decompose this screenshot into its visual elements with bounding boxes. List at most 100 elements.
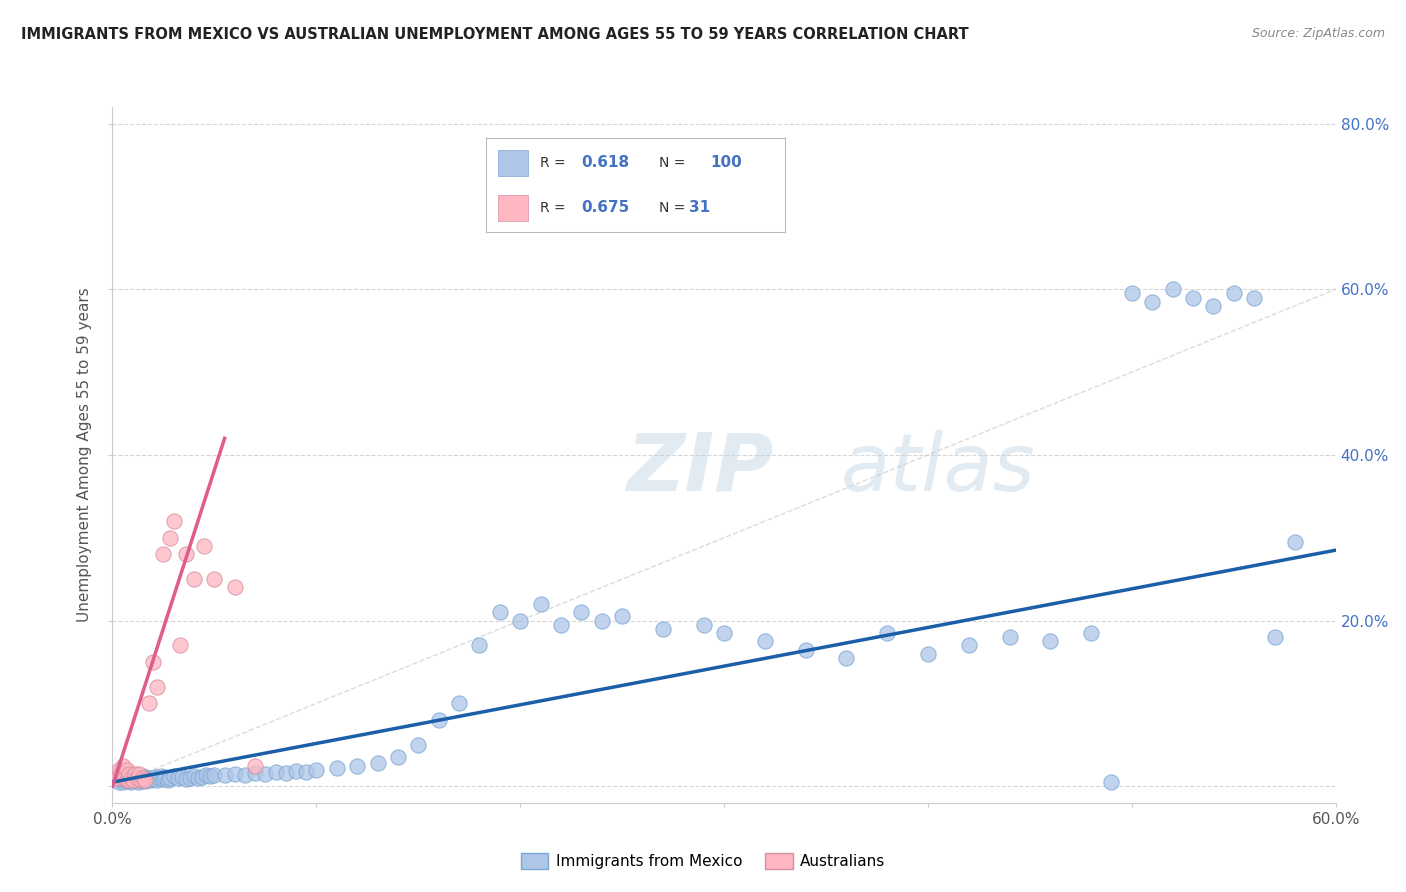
- Point: [111, 758, 134, 772]
- Point: [146, 772, 169, 787]
- Point: [111, 769, 134, 783]
- Point: [195, 768, 218, 782]
- Point: [120, 775, 142, 789]
- Point: [264, 765, 287, 780]
- Point: [387, 750, 409, 764]
- Bar: [498, 194, 527, 221]
- Point: [170, 770, 193, 784]
- Point: [917, 647, 939, 661]
- Point: [1243, 291, 1265, 305]
- Point: [143, 770, 166, 784]
- Point: [1284, 534, 1306, 549]
- Point: [652, 622, 675, 636]
- Point: [427, 713, 450, 727]
- Point: [159, 531, 181, 545]
- Point: [148, 771, 170, 785]
- Text: 0.618: 0.618: [582, 155, 630, 170]
- Point: [179, 771, 201, 785]
- Point: [146, 680, 169, 694]
- Point: [835, 651, 858, 665]
- Point: [138, 697, 160, 711]
- Point: [124, 772, 146, 787]
- Point: [468, 639, 491, 653]
- Point: [163, 769, 186, 783]
- Point: [110, 766, 132, 781]
- Point: [125, 771, 148, 785]
- Point: [214, 768, 236, 782]
- Point: [204, 572, 226, 586]
- Point: [794, 642, 817, 657]
- Text: Source: ZipAtlas.com: Source: ZipAtlas.com: [1251, 27, 1385, 40]
- Point: [134, 771, 156, 785]
- Point: [591, 614, 613, 628]
- Text: 100: 100: [710, 155, 742, 170]
- Point: [233, 767, 256, 781]
- Point: [284, 764, 308, 779]
- Point: [125, 774, 148, 789]
- Point: [754, 634, 776, 648]
- Text: 0.675: 0.675: [582, 201, 630, 215]
- Point: [118, 771, 141, 785]
- Point: [105, 771, 128, 785]
- Point: [1264, 630, 1286, 644]
- Point: [254, 766, 277, 781]
- Point: [125, 771, 148, 785]
- Point: [110, 772, 132, 787]
- Point: [509, 614, 531, 628]
- Point: [274, 766, 297, 780]
- Point: [134, 774, 156, 789]
- Text: IMMIGRANTS FROM MEXICO VS AUSTRALIAN UNEMPLOYMENT AMONG AGES 55 TO 59 YEARS CORR: IMMIGRANTS FROM MEXICO VS AUSTRALIAN UNE…: [21, 27, 969, 42]
- Point: [200, 769, 222, 783]
- Point: [120, 772, 142, 787]
- Point: [1202, 299, 1225, 313]
- Point: [876, 626, 898, 640]
- Point: [346, 758, 368, 772]
- Point: [224, 581, 246, 595]
- Point: [122, 771, 145, 785]
- Point: [610, 609, 633, 624]
- Point: [118, 766, 141, 781]
- Point: [1121, 286, 1143, 301]
- Point: [183, 769, 205, 783]
- Point: [204, 767, 226, 781]
- Point: [183, 572, 205, 586]
- Text: R =: R =: [540, 156, 569, 169]
- Point: [114, 771, 136, 785]
- Point: [163, 514, 186, 528]
- Point: [141, 773, 163, 788]
- Text: N =: N =: [659, 156, 690, 169]
- Point: [957, 639, 980, 653]
- Point: [105, 771, 128, 785]
- Point: [366, 756, 388, 770]
- Point: [107, 763, 129, 777]
- Point: [550, 617, 572, 632]
- Point: [128, 775, 150, 789]
- Point: [107, 766, 129, 781]
- Point: [129, 773, 152, 788]
- Point: [122, 773, 145, 788]
- Point: [150, 769, 173, 783]
- Point: [447, 697, 470, 711]
- Point: [120, 771, 142, 785]
- Point: [132, 769, 155, 783]
- Point: [111, 775, 134, 789]
- Point: [114, 771, 136, 785]
- Point: [107, 775, 129, 789]
- Point: [193, 539, 215, 553]
- Point: [1039, 634, 1062, 648]
- Point: [142, 655, 165, 669]
- Point: [1080, 626, 1102, 640]
- Point: [124, 766, 146, 781]
- Point: [114, 773, 136, 788]
- Point: [115, 772, 138, 787]
- Point: [128, 772, 150, 787]
- Text: N =: N =: [659, 201, 690, 215]
- Point: [571, 605, 593, 619]
- Point: [118, 772, 141, 787]
- Point: [305, 763, 328, 777]
- Point: [174, 547, 197, 561]
- Point: [295, 765, 318, 780]
- Point: [124, 769, 146, 783]
- Point: [138, 771, 160, 785]
- Point: [224, 766, 246, 781]
